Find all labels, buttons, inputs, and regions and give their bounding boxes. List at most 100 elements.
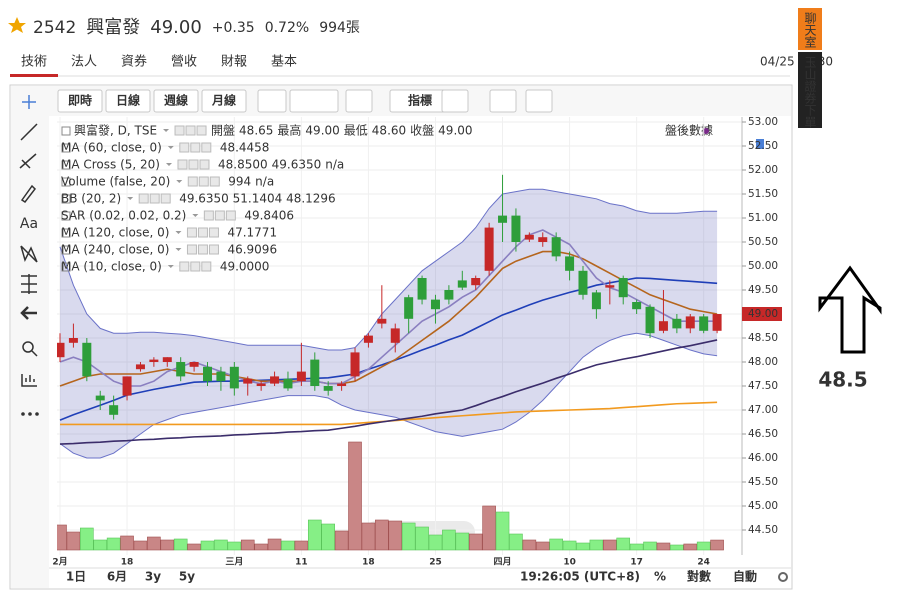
tab[interactable]: 財報 [221,55,247,70]
legend-icon[interactable] [198,176,209,187]
remove-tool[interactable] [20,306,37,320]
toolbar-button[interactable] [201,89,247,113]
tab[interactable]: 法人 [71,55,97,70]
tab[interactable]: 基本 [271,55,297,70]
after-hours[interactable]: 盤後數據 [665,124,713,138]
y-tick-label: 53.00 [748,116,778,128]
legend-icon[interactable] [187,176,198,187]
scroll-indicator[interactable] [756,139,764,149]
left-toolbar [11,86,49,588]
legend-toggle[interactable] [61,177,71,187]
legend-icon[interactable] [179,142,190,153]
order-tab[interactable] [798,52,822,128]
legend-icon[interactable] [190,142,201,153]
toolbar-button[interactable] [57,89,103,113]
side-tab-label[interactable]: 玉山證券下單 [803,56,817,128]
toolbar-icon-button[interactable] [289,89,339,113]
legend-icon[interactable] [188,159,199,170]
toolbar-icon-button[interactable] [345,89,373,113]
legend-icon[interactable] [214,210,225,221]
legend-icon[interactable] [197,244,208,255]
y-tick-label: 51.00 [748,212,778,224]
candle-body [256,383,266,386]
legend-icon[interactable] [208,227,219,238]
range-button[interactable]: 3y [145,570,161,584]
range-button[interactable]: 1日 [66,570,86,584]
legend-icon[interactable] [185,125,196,136]
legend-toggle[interactable] [61,262,71,272]
tab[interactable]: 技術 [21,55,47,70]
toolbar-icon-button[interactable] [441,89,469,113]
legend-icon[interactable] [209,176,220,187]
brush-tool[interactable] [20,184,36,204]
legend-icon[interactable] [186,244,197,255]
crosshair-tool[interactable] [22,95,36,109]
volume-bar [388,520,403,551]
legend-icon[interactable] [149,193,160,204]
side-tab-label[interactable]: 聊天室 [803,12,817,48]
volume-bar [227,541,242,551]
legend-icon[interactable] [177,159,188,170]
tab[interactable]: 資券 [121,54,147,70]
measure-tool[interactable] [21,274,37,294]
legend-toggle[interactable] [61,160,71,170]
volume-bar [415,526,429,551]
legend-icon[interactable] [186,227,197,238]
legend-label: 興富發, D, TSE [74,123,157,138]
header-field: 994張 [319,20,360,36]
legend-toggle[interactable] [61,194,71,204]
candle-body [591,292,601,310]
candle-body [404,297,414,319]
legend-icon[interactable] [196,125,207,136]
tab[interactable]: 營收 [171,55,197,70]
x-tick-label: 11 [295,558,308,568]
legend-icon[interactable] [199,159,210,170]
volume-bar [160,539,175,551]
toolbar-icon-button[interactable] [489,89,517,113]
legend-icon[interactable] [160,193,171,204]
trendline-tool[interactable] [20,123,38,141]
zoom-tool[interactable] [22,341,34,353]
candle-body [444,290,454,300]
range-button[interactable]: 5y [179,570,195,584]
text-tool[interactable]: Aa [20,216,38,232]
toolbar-icon-button[interactable] [525,89,553,113]
legend-icon[interactable] [201,261,212,272]
toolbar-icon-button[interactable] [257,89,287,113]
legend-icon[interactable] [201,142,212,153]
legend-toggle[interactable] [61,143,71,153]
legend-icon[interactable] [203,210,214,221]
axis-option[interactable]: 對數 [687,569,711,584]
favorite-star[interactable] [8,17,26,33]
active-tab-underline [10,74,58,77]
legend-icon[interactable] [225,210,236,221]
legend-toggle[interactable] [61,126,71,136]
axis-option[interactable]: 自動 [733,569,757,584]
legend-toggle[interactable] [61,228,71,238]
legend-icon[interactable] [190,261,201,272]
pattern-tool[interactable] [20,245,38,263]
settings-icon[interactable] [778,572,788,582]
chart-frame [9,84,793,590]
legend-icon[interactable] [179,261,190,272]
legend-label: MA (60, close, 0) [61,141,162,155]
legend-icon[interactable] [138,193,149,204]
more-tools[interactable] [21,412,39,416]
fib-tool[interactable] [19,153,37,169]
y-tick-label: 45.00 [748,500,778,512]
legend-toggle[interactable] [61,245,71,255]
candle-body [229,366,239,389]
ruler-tool[interactable] [21,374,37,387]
range-button[interactable]: 6月 [107,570,127,584]
legend-icon[interactable] [197,227,208,238]
chat-tab[interactable] [798,8,822,50]
legend-dropdown [167,146,174,149]
toolbar-button[interactable] [105,89,151,113]
legend-value: 48.8500 [218,158,268,172]
legend-icon[interactable] [174,125,185,136]
candle-body [82,342,92,377]
toolbar-button[interactable] [153,89,199,113]
legend-toggle[interactable] [61,211,71,221]
axis-option[interactable]: % [654,570,666,584]
legend-icon[interactable] [208,244,219,255]
